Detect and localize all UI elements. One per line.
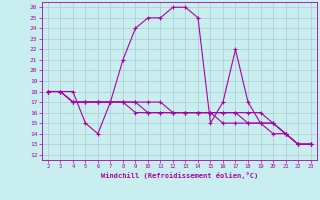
X-axis label: Windchill (Refroidissement éolien,°C): Windchill (Refroidissement éolien,°C) — [100, 172, 258, 179]
